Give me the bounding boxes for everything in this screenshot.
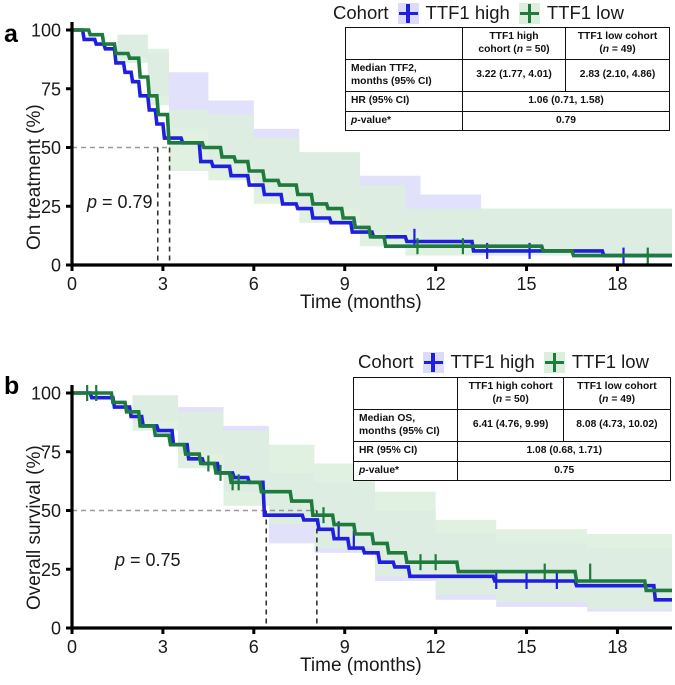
cell-pvalue: 0.79 — [461, 110, 671, 132]
svg-text:15: 15 — [517, 637, 537, 657]
svg-text:75: 75 — [41, 79, 61, 99]
svg-text:75: 75 — [41, 442, 61, 462]
header-line2: (n = 49) — [598, 393, 636, 405]
legend-label-ttf1-low: TTF1 low — [546, 2, 624, 23]
legend-label-ttf1-high: TTF1 high — [425, 2, 510, 23]
table-row: HR (95% CI) 1.08 (0.68, 1.71) — [352, 441, 671, 462]
panel-b-plot: 0 25 50 75 100 0 3 6 9 12 15 18 — [31, 384, 672, 657]
cell-median-high: 6.41 (4.76, 9.99) — [457, 409, 564, 443]
svg-text:9: 9 — [340, 274, 350, 294]
table-row: Median OS, months (95% CI) 6.41 (4.76, 9… — [352, 409, 672, 443]
panel-a-plot: 0 25 50 75 100 0 3 6 9 12 15 18 — [31, 21, 672, 294]
row-label-pvalue: p-value* — [345, 110, 463, 132]
plus-marker-icon — [422, 351, 444, 373]
header-blank-cell — [345, 26, 463, 61]
svg-text:18: 18 — [607, 274, 627, 294]
header-ttf1-high: TTF1 high cohort (n = 50) — [461, 26, 567, 61]
svg-text:25: 25 — [41, 197, 61, 217]
panel-b-y-axis-label: Overall survival (%) — [24, 445, 45, 610]
svg-text:0: 0 — [67, 637, 77, 657]
row-label-line1: Median TTF2, — [351, 63, 417, 75]
legend-title: Cohort — [358, 351, 414, 372]
row-label-line2: months (95% CI) — [351, 75, 432, 87]
svg-text:50: 50 — [41, 501, 61, 521]
table-row: HR (95% CI) 1.06 (0.71, 1.58) — [345, 91, 671, 112]
svg-text:0: 0 — [67, 274, 77, 294]
svg-text:12: 12 — [426, 274, 446, 294]
table-row: Median TTF2, months (95% CI) 3.22 (1.77,… — [345, 59, 670, 93]
svg-text:6: 6 — [249, 274, 259, 294]
svg-text:100: 100 — [31, 384, 61, 404]
header-line2: (n = 50) — [492, 393, 529, 405]
header-ttf1-low: TTF1 low cohort (n = 49) — [562, 376, 672, 411]
panel-a-stats-table: TTF1 high cohort (n = 50) TTF1 low cohor… — [345, 26, 671, 132]
legend-label-ttf1-high: TTF1 high — [450, 351, 535, 372]
panel-a-legend: Cohort TTF1 high TTF1 low — [333, 2, 624, 24]
header-line1: TTF1 high cohort — [468, 381, 553, 392]
svg-text:18: 18 — [607, 637, 627, 657]
svg-text:9: 9 — [340, 637, 350, 657]
table-header-row: TTF1 high cohort (n = 50) TTF1 low cohor… — [352, 376, 672, 411]
svg-text:0: 0 — [51, 256, 61, 276]
panel-a: a 0 25 50 75 100 0 3 6 9 12 15 18 On treatment (%) … — [0, 0, 675, 340]
svg-text:6: 6 — [249, 637, 259, 657]
panel-b-x-axis-label: Time (months) — [300, 655, 422, 676]
panel-b-legend: Cohort TTF1 high TTF1 low — [358, 351, 649, 373]
panel-b-letter: b — [4, 372, 20, 400]
header-line1: TTF1 low cohort — [577, 381, 657, 392]
legend-item-ttf1-low[interactable]: TTF1 low — [543, 351, 649, 373]
legend-label-ttf1-low: TTF1 low — [571, 351, 649, 372]
header-line1: TTF1 high — [489, 31, 539, 42]
svg-text:15: 15 — [517, 274, 537, 294]
plus-marker-icon — [518, 2, 540, 24]
header-ttf1-low: TTF1 low cohort (n = 49) — [565, 26, 670, 61]
row-label-line2: months (95% CI) — [359, 425, 440, 437]
legend-item-ttf1-high[interactable]: TTF1 high — [397, 2, 510, 24]
header-blank-cell — [352, 376, 459, 411]
cell-pvalue: 0.75 — [457, 460, 671, 482]
panel-a-x-axis-label: Time (months) — [300, 292, 422, 313]
row-label-hr: HR (95% CI) — [345, 91, 463, 112]
panel-a-letter: a — [4, 20, 18, 48]
panel-b: b 0 25 50 75 100 0 3 6 9 12 15 18 Overall survival … — [0, 338, 675, 685]
svg-text:50: 50 — [41, 138, 61, 158]
cell-median-low: 8.08 (4.73, 10.02) — [562, 409, 672, 443]
svg-text:3: 3 — [158, 637, 168, 657]
row-label-pvalue: p-value* — [352, 460, 459, 482]
table-row: p-value* 0.79 — [345, 110, 671, 132]
svg-text:3: 3 — [158, 274, 168, 294]
row-label-median: Median TTF2, months (95% CI) — [345, 59, 463, 93]
legend-title: Cohort — [333, 2, 389, 23]
cell-median-low: 2.83 (2.10, 4.86) — [565, 59, 670, 93]
svg-text:25: 25 — [41, 560, 61, 580]
panel-b-stats-table: TTF1 high cohort (n = 50) TTF1 low cohor… — [352, 376, 672, 482]
legend-item-ttf1-high[interactable]: TTF1 high — [422, 351, 535, 373]
svg-text:100: 100 — [31, 21, 61, 41]
row-label-line1: Median OS, — [359, 413, 416, 425]
table-row: p-value* 0.75 — [352, 460, 671, 482]
svg-text:12: 12 — [426, 637, 446, 657]
table-header-row: TTF1 high cohort (n = 50) TTF1 low cohor… — [345, 26, 670, 61]
panel-a-y-axis-label: On treatment (%) — [24, 104, 45, 250]
svg-text:0: 0 — [51, 619, 61, 639]
header-line2: cohort (n = 50) — [478, 43, 550, 55]
panel-b-pvalue-annotation: p = 0.75 — [115, 550, 181, 570]
panel-a-pvalue-annotation: p = 0.79 — [87, 192, 153, 212]
header-line1: TTF1 low cohort — [577, 31, 658, 42]
header-line2: (n = 49) — [599, 43, 636, 55]
cell-median-high: 3.22 (1.77, 4.01) — [461, 59, 567, 93]
row-label-median: Median OS, months (95% CI) — [352, 409, 459, 443]
header-ttf1-high: TTF1 high cohort (n = 50) — [457, 376, 564, 411]
row-label-hr: HR (95% CI) — [352, 441, 459, 462]
plus-marker-icon — [543, 351, 565, 373]
legend-item-ttf1-low[interactable]: TTF1 low — [518, 2, 624, 24]
cell-hr-value: 1.08 (0.68, 1.71) — [457, 441, 671, 462]
cell-hr-value: 1.06 (0.71, 1.58) — [461, 91, 671, 112]
plus-marker-icon — [397, 2, 419, 24]
